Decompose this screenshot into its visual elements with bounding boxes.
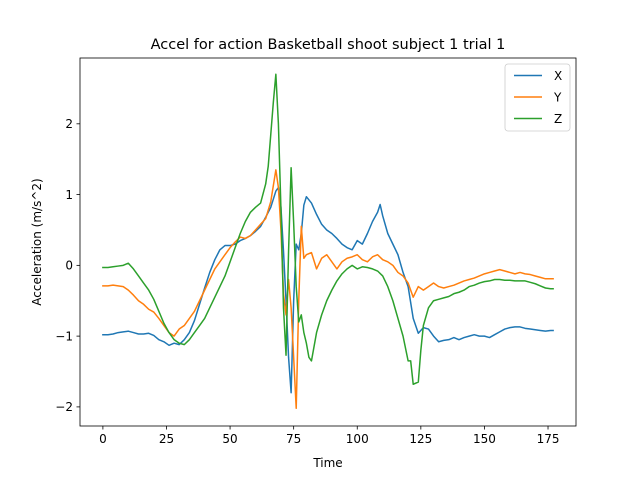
- x-axis-title: Time: [312, 456, 342, 470]
- x-tick-label: 175: [537, 432, 560, 446]
- x-tick-label: 25: [159, 432, 174, 446]
- y-tick-label: −2: [55, 400, 73, 414]
- plot-area: [102, 73, 554, 410]
- y-tick-label: 0: [65, 259, 73, 273]
- x-tick-label: 150: [473, 432, 496, 446]
- y-axis-title: Acceleration (m/s^2): [30, 178, 44, 305]
- axes-frame: [79, 57, 577, 427]
- legend-label-y: Y: [553, 90, 562, 104]
- legend: XYZ: [504, 63, 571, 132]
- x-tick-label: 100: [346, 432, 369, 446]
- y-tick-label: 2: [65, 117, 73, 131]
- y-tick-label: −1: [55, 329, 73, 343]
- y-tick-label: 1: [65, 188, 73, 202]
- legend-label-x: X: [554, 69, 562, 83]
- axes: 0 25 50 75 100 125 150 175 −2 −1 0 1 2: [55, 57, 577, 446]
- x-tick-label: 0: [99, 432, 107, 446]
- x-tick-label: 50: [222, 432, 237, 446]
- x-tick-label: 75: [286, 432, 301, 446]
- x-tick-label: 125: [409, 432, 432, 446]
- series-line-y: [102, 169, 554, 410]
- series-line-z: [102, 73, 554, 385]
- legend-label-z: Z: [554, 112, 562, 126]
- chart-title: Accel for action Basketball shoot subjec…: [151, 37, 506, 53]
- series-line-x: [102, 186, 554, 394]
